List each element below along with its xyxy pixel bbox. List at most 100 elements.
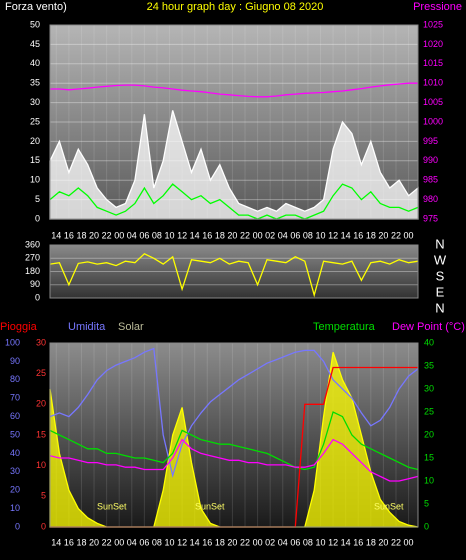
x-tick-label: 22 bbox=[240, 230, 250, 240]
y-tick-label: 985 bbox=[423, 175, 438, 185]
y-tick-label: 10 bbox=[424, 475, 434, 485]
legend-label: Solar bbox=[118, 321, 144, 333]
x-tick-label: 04 bbox=[278, 537, 288, 547]
y-tick-label: 90 bbox=[30, 279, 40, 289]
x-tick-label: 04 bbox=[127, 537, 137, 547]
y-tick-label: 30 bbox=[30, 97, 40, 107]
x-tick-label: 18 bbox=[76, 230, 86, 240]
x-tick-label: 16 bbox=[64, 537, 74, 547]
y2-axis-label: Pressione bbox=[413, 1, 462, 13]
x-tick-label: 10 bbox=[315, 537, 325, 547]
y-tick-label: 25 bbox=[36, 368, 46, 378]
y-tick-label: 35 bbox=[30, 78, 40, 88]
y-tick-label: 975 bbox=[423, 213, 438, 223]
x-tick-label: 08 bbox=[303, 537, 313, 547]
y-tick-label: 30 bbox=[10, 466, 20, 476]
y-tick-label: 990 bbox=[423, 155, 438, 165]
y-tick-label: 25 bbox=[424, 406, 434, 416]
y-axis-label: Forza vento) bbox=[5, 1, 67, 13]
x-tick-label: 14 bbox=[341, 230, 351, 240]
x-tick-label: 14 bbox=[190, 537, 200, 547]
x-tick-label: 10 bbox=[165, 537, 175, 547]
x-tick-label: 00 bbox=[404, 537, 414, 547]
x-tick-label: 14 bbox=[190, 230, 200, 240]
y-tick-label: 995 bbox=[423, 136, 438, 146]
x-tick-label: 00 bbox=[114, 230, 124, 240]
x-tick-label: 20 bbox=[89, 230, 99, 240]
y-tick-label: 20 bbox=[30, 136, 40, 146]
x-tick-label: 22 bbox=[102, 230, 112, 240]
x-tick-label: 18 bbox=[366, 537, 376, 547]
y-tick-label: 15 bbox=[30, 155, 40, 165]
y-tick-label: 25 bbox=[30, 116, 40, 126]
x-tick-label: 20 bbox=[227, 230, 237, 240]
chart-title: 24 hour graph day : Giugno 08 2020 bbox=[147, 1, 324, 13]
y-tick-label: 1015 bbox=[423, 58, 443, 68]
line bbox=[50, 82, 418, 98]
compass-label: E bbox=[436, 284, 445, 299]
x-tick-label: 08 bbox=[303, 230, 313, 240]
y-tick-label: 70 bbox=[10, 393, 20, 403]
x-tick-label: 14 bbox=[51, 230, 61, 240]
x-tick-label: 10 bbox=[165, 230, 175, 240]
y-tick-label: 5 bbox=[35, 194, 40, 204]
x-tick-label: 18 bbox=[215, 537, 225, 547]
x-tick-label: 06 bbox=[139, 230, 149, 240]
x-tick-label: 16 bbox=[202, 230, 212, 240]
y-tick-label: 270 bbox=[25, 253, 40, 263]
y-tick-label: 1010 bbox=[423, 78, 443, 88]
plot-border bbox=[49, 342, 419, 528]
y-tick-label: 360 bbox=[25, 239, 40, 249]
y-tick-label: 0 bbox=[35, 292, 40, 302]
legend-label: Dew Point (°C) bbox=[392, 321, 465, 333]
x-tick-label: 22 bbox=[102, 537, 112, 547]
x-tick-label: 00 bbox=[253, 230, 263, 240]
y-tick-label: 40 bbox=[424, 337, 434, 347]
y-tick-label: 30 bbox=[36, 337, 46, 347]
y-tick-label: 100 bbox=[5, 337, 20, 347]
annotation: SunSet bbox=[97, 501, 127, 511]
annotation: SunSet bbox=[195, 501, 225, 511]
x-tick-label: 14 bbox=[51, 537, 61, 547]
y-tick-label: 1025 bbox=[423, 19, 443, 29]
x-tick-label: 20 bbox=[378, 230, 388, 240]
y-tick-label: 20 bbox=[424, 429, 434, 439]
y-tick-label: 0 bbox=[41, 521, 46, 531]
x-tick-label: 02 bbox=[265, 230, 275, 240]
x-tick-label: 12 bbox=[177, 230, 187, 240]
x-tick-label: 16 bbox=[64, 230, 74, 240]
plot-border bbox=[49, 24, 419, 220]
y-tick-label: 30 bbox=[424, 383, 434, 393]
y-tick-label: 10 bbox=[30, 175, 40, 185]
x-tick-label: 00 bbox=[253, 537, 263, 547]
x-tick-label: 16 bbox=[353, 230, 363, 240]
x-tick-label: 04 bbox=[127, 230, 137, 240]
line bbox=[49, 411, 419, 471]
y-tick-label: 40 bbox=[10, 448, 20, 458]
x-tick-label: 22 bbox=[391, 230, 401, 240]
x-tick-label: 04 bbox=[278, 230, 288, 240]
y-tick-label: 0 bbox=[15, 521, 20, 531]
y-tick-label: 50 bbox=[30, 19, 40, 29]
y-tick-label: 50 bbox=[10, 429, 20, 439]
y-tick-label: 5 bbox=[424, 498, 429, 508]
x-tick-label: 18 bbox=[366, 230, 376, 240]
line bbox=[49, 438, 419, 482]
line bbox=[49, 347, 419, 479]
plot-border bbox=[49, 244, 419, 299]
x-tick-label: 08 bbox=[152, 230, 162, 240]
y-tick-label: 1020 bbox=[423, 39, 443, 49]
x-tick-label: 12 bbox=[177, 537, 187, 547]
y-tick-label: 0 bbox=[35, 213, 40, 223]
line bbox=[49, 253, 419, 298]
x-tick-label: 00 bbox=[114, 537, 124, 547]
x-tick-label: 10 bbox=[315, 230, 325, 240]
compass-label: S bbox=[436, 268, 445, 283]
x-tick-label: 16 bbox=[353, 537, 363, 547]
x-tick-label: 20 bbox=[227, 537, 237, 547]
y-tick-label: 90 bbox=[10, 356, 20, 366]
y-tick-label: 0 bbox=[424, 521, 429, 531]
y-tick-label: 180 bbox=[25, 266, 40, 276]
y-tick-label: 15 bbox=[424, 452, 434, 462]
